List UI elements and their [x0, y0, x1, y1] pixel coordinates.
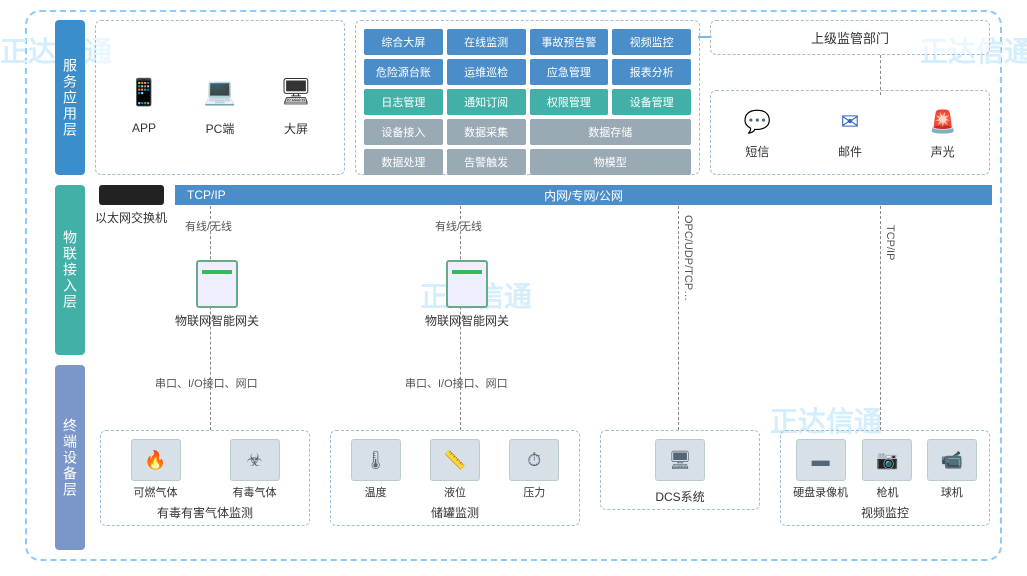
client-item: 💻 PC端: [198, 69, 243, 137]
net-left: TCP/IP: [187, 188, 226, 202]
terminal-item: ☣ 有毒气体: [230, 439, 280, 500]
terminal-item: ▬ 硬盘录像机: [793, 439, 848, 500]
supervisor-panel: 上级监管部门: [710, 20, 990, 55]
terminal-icon: 🔥: [131, 439, 181, 481]
terminal-item-label: 可燃气体: [131, 484, 181, 500]
terminal-panel: 🖥 DCS系统: [600, 430, 760, 510]
terminal-icon: ⏱: [509, 439, 559, 481]
client-label: 大屏: [274, 120, 319, 137]
terminal-item-label: 球机: [927, 484, 977, 500]
terminal-caption: 视频监控: [791, 504, 979, 521]
switch-label: 以太网交换机: [95, 211, 167, 225]
supervisor-label: 上级监管部门: [811, 28, 889, 47]
client-icon: 🖥: [274, 69, 319, 114]
terminal-panel: 🌡 温度 📏 液位 ⏱ 压力储罐监测: [330, 430, 580, 526]
client-item: 🖥 大屏: [274, 69, 319, 137]
app-module: 事故预告警: [530, 29, 609, 55]
alert-item: 🚨 声光: [926, 105, 960, 160]
gateway-icon: [446, 260, 488, 308]
clients-panel: 📱 APP 💻 PC端 🖥 大屏: [95, 20, 345, 175]
alert-label: 邮件: [833, 143, 867, 160]
app-module: 视频监控: [612, 29, 691, 55]
terminal-caption: 储罐监测: [341, 504, 569, 521]
terminal-item-label: 压力: [509, 484, 559, 500]
app-module: 告警触发: [447, 149, 526, 175]
alert-item: 💬 短信: [740, 105, 774, 160]
terminal-item-label: 有毒气体: [230, 484, 280, 500]
conn-label: OPC/UDP/TCP…: [682, 215, 694, 301]
app-module: 设备管理: [612, 89, 691, 115]
terminal-icon: 🖥: [655, 439, 705, 481]
terminal-item: ⏱ 压力: [509, 439, 559, 500]
terminal-icon: ☣: [230, 439, 280, 481]
gateway-icon: [196, 260, 238, 308]
app-module: 数据采集: [447, 119, 526, 145]
app-module: 物模型: [530, 149, 692, 175]
terminal-icon: 🌡: [351, 439, 401, 481]
client-label: PC端: [198, 120, 243, 137]
terminal-caption: DCS系统: [611, 488, 749, 505]
alert-icon: ✉: [833, 105, 867, 139]
app-module: 权限管理: [530, 89, 609, 115]
app-module: 危险源台账: [364, 59, 443, 85]
net-right: 内网/专网/公网: [544, 187, 623, 204]
terminal-item: 📹 球机: [927, 439, 977, 500]
client-item: 📱 APP: [122, 70, 167, 135]
terminal-item: 🌡 温度: [351, 439, 401, 500]
app-module: 综合大屏: [364, 29, 443, 55]
app-module: 日志管理: [364, 89, 443, 115]
app-module: 通知订阅: [447, 89, 526, 115]
app-module: 在线监测: [447, 29, 526, 55]
conn-label: TCP/IP: [884, 225, 896, 260]
apps-panel: 综合大屏在线监测事故预告警视频监控危险源台账运维巡检应急管理报表分析日志管理通知…: [355, 20, 700, 175]
alert-icon: 💬: [740, 105, 774, 139]
terminal-icon: 📷: [862, 439, 912, 481]
app-module: 运维巡检: [447, 59, 526, 85]
iot-gateway: 物联网智能网关: [175, 260, 259, 329]
terminal-item: 🔥 可燃气体: [131, 439, 181, 500]
app-module: 设备接入: [364, 119, 443, 145]
terminal-item-label: 硬盘录像机: [793, 484, 848, 500]
iot-gateway: 物联网智能网关: [425, 260, 509, 329]
conn-label: 有线/无线: [185, 218, 232, 234]
layer-service: 服务应用层: [55, 20, 85, 175]
network-bar: TCP/IP 内网/专网/公网: [175, 185, 992, 205]
terminal-panel: 🔥 可燃气体 ☣ 有毒气体有毒有害气体监测: [100, 430, 310, 526]
connector-line: [880, 206, 881, 430]
terminal-item: 🖥: [655, 439, 705, 484]
terminal-icon: ▬: [796, 439, 846, 481]
terminal-caption: 有毒有害气体监测: [111, 504, 299, 521]
terminal-panel: ▬ 硬盘录像机 📷 枪机 📹 球机视频监控: [780, 430, 990, 526]
conn-label: 有线/无线: [435, 218, 482, 234]
ethernet-switch: 以太网交换机: [95, 185, 167, 226]
terminal-item-label: 温度: [351, 484, 401, 500]
terminal-icon: 📏: [430, 439, 480, 481]
terminal-icon: 📹: [927, 439, 977, 481]
app-module: 报表分析: [612, 59, 691, 85]
terminal-item: 📏 液位: [430, 439, 480, 500]
layer-access: 物联接入层: [55, 185, 85, 355]
alert-label: 短信: [740, 143, 774, 160]
terminal-item-label: 液位: [430, 484, 480, 500]
alert-icon: 🚨: [926, 105, 960, 139]
connector-line: [678, 206, 679, 430]
gateway-label: 物联网智能网关: [175, 312, 259, 329]
client-label: APP: [122, 121, 167, 135]
app-module: 数据处理: [364, 149, 443, 175]
alert-label: 声光: [926, 143, 960, 160]
alerts-panel: 💬 短信 ✉ 邮件 🚨 声光: [710, 90, 990, 175]
client-icon: 📱: [122, 70, 167, 115]
conn-label: 串口、I/O接口、网口: [405, 375, 508, 391]
gateway-label: 物联网智能网关: [425, 312, 509, 329]
client-icon: 💻: [198, 69, 243, 114]
app-module: 应急管理: [530, 59, 609, 85]
layer-terminal: 终端设备层: [55, 365, 85, 550]
app-module: 数据存储: [530, 119, 692, 145]
conn-label: 串口、I/O接口、网口: [155, 375, 258, 391]
terminal-item-label: 枪机: [862, 484, 912, 500]
alert-item: ✉ 邮件: [833, 105, 867, 160]
terminal-item: 📷 枪机: [862, 439, 912, 500]
connector-line: [880, 55, 881, 95]
